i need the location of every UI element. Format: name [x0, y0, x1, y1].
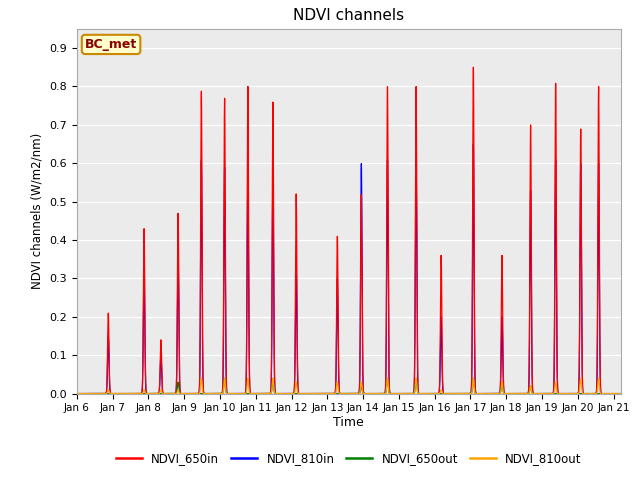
NDVI_810in	[470, 141, 477, 147]
NDVI_810out	[427, 391, 435, 396]
NDVI_810out	[520, 391, 528, 396]
NDVI_810out	[617, 391, 625, 396]
NDVI_650in	[427, 391, 435, 396]
Line: NDVI_810in: NDVI_810in	[77, 144, 621, 394]
NDVI_650out	[470, 375, 477, 381]
NDVI_810in	[520, 391, 528, 396]
NDVI_650in	[520, 391, 528, 396]
Title: NDVI channels: NDVI channels	[293, 9, 404, 24]
NDVI_810in	[427, 391, 435, 396]
NDVI_810in	[172, 391, 179, 396]
NDVI_810in	[281, 391, 289, 396]
Y-axis label: NDVI channels (W/m2/nm): NDVI channels (W/m2/nm)	[31, 133, 44, 289]
Text: BC_met: BC_met	[85, 38, 137, 51]
NDVI_650in	[172, 390, 179, 396]
NDVI_810out	[470, 375, 477, 381]
NDVI_810in	[479, 391, 486, 396]
NDVI_650in	[281, 391, 289, 396]
NDVI_810out	[73, 391, 81, 396]
NDVI_650out	[427, 391, 435, 396]
NDVI_650out	[617, 391, 625, 396]
Line: NDVI_650in: NDVI_650in	[77, 67, 621, 394]
NDVI_650in	[479, 391, 486, 396]
NDVI_810out	[399, 391, 407, 396]
Line: NDVI_810out: NDVI_810out	[77, 378, 621, 394]
NDVI_810out	[281, 391, 289, 396]
NDVI_650out	[520, 391, 528, 396]
NDVI_650in	[470, 64, 477, 70]
Line: NDVI_650out: NDVI_650out	[77, 378, 621, 394]
NDVI_810out	[479, 391, 486, 396]
NDVI_810out	[172, 391, 179, 396]
NDVI_650out	[281, 391, 289, 396]
NDVI_650out	[73, 391, 81, 396]
X-axis label: Time: Time	[333, 416, 364, 429]
NDVI_650in	[617, 391, 625, 396]
Legend: NDVI_650in, NDVI_810in, NDVI_650out, NDVI_810out: NDVI_650in, NDVI_810in, NDVI_650out, NDV…	[111, 447, 587, 469]
NDVI_650in	[73, 391, 81, 396]
NDVI_810in	[399, 391, 407, 396]
NDVI_810in	[617, 391, 625, 396]
NDVI_650out	[479, 391, 486, 396]
NDVI_810in	[73, 391, 81, 396]
NDVI_650out	[172, 391, 179, 396]
NDVI_650in	[399, 391, 407, 396]
NDVI_650out	[399, 391, 407, 396]
